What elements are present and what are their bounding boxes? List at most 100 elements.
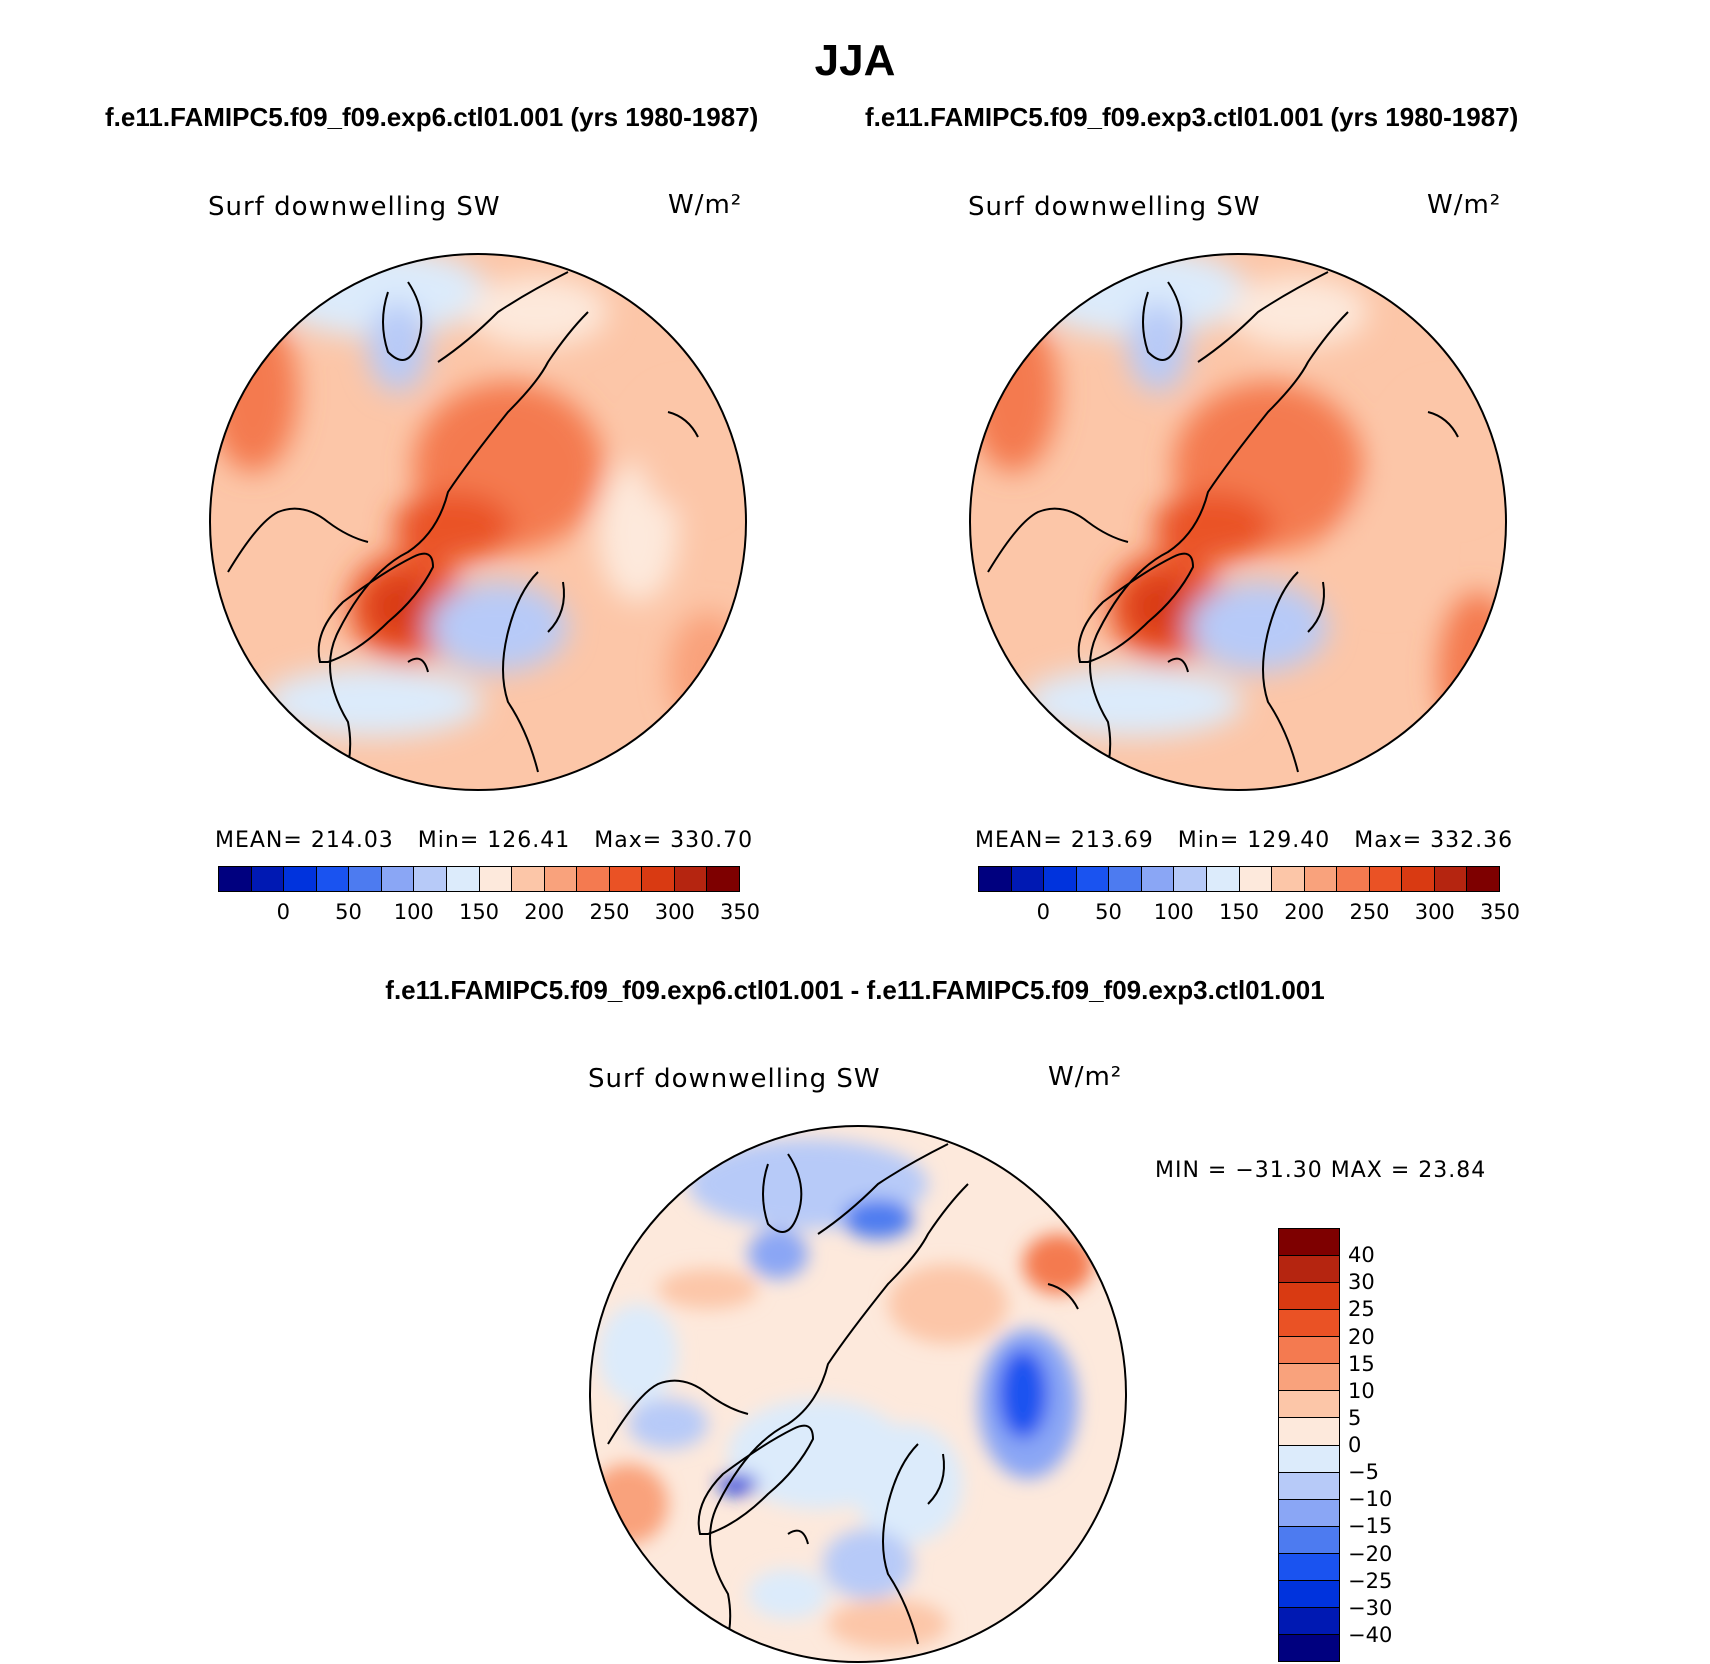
- colorbar-tick-label: 50: [1095, 900, 1122, 924]
- colorbar-swatch: [1279, 1525, 1339, 1553]
- colorbar-tick-label: 100: [1153, 900, 1194, 924]
- left-colorbar-labels: 0 50 100 150 200 250 300 350: [218, 900, 760, 928]
- colorbar-swatch: [380, 867, 414, 891]
- colorbar-swatch: [1238, 867, 1272, 891]
- colorbar-swatch: [1279, 1336, 1339, 1364]
- right-polar-map: [969, 253, 1507, 791]
- colorbar-swatch: [1279, 1309, 1339, 1337]
- colorbar-tick-label: 150: [1218, 900, 1260, 924]
- right-min-value: 129.40: [1247, 828, 1331, 853]
- colorbar-swatch: [673, 867, 707, 891]
- left-case-title: f.e11.FAMIPC5.f09_f09.exp6.ctl01.001 (yr…: [105, 102, 759, 132]
- colorbar-tick-label: 350: [1479, 900, 1521, 924]
- colorbar-swatch: [445, 867, 479, 891]
- left-polar-map: [209, 253, 747, 791]
- colorbar-tick-label: −40: [1348, 1622, 1393, 1647]
- colorbar-swatch: [1279, 1606, 1339, 1634]
- right-min-label: Min=: [1177, 828, 1240, 853]
- colorbar-tick-label: −10: [1348, 1487, 1393, 1512]
- colorbar-swatch: [1279, 1444, 1339, 1472]
- colorbar-tick-label: −5: [1348, 1460, 1379, 1485]
- right-mean-label: MEAN=: [975, 828, 1063, 853]
- colorbar-swatch: [250, 867, 284, 891]
- colorbar-swatch: [1075, 867, 1109, 891]
- colorbar-tick-label: 0: [1036, 900, 1050, 924]
- colorbar-swatch: [283, 867, 316, 891]
- colorbar-swatch: [1368, 867, 1402, 891]
- colorbar-swatch: [1303, 867, 1337, 891]
- colorbar-tick-label: 300: [654, 900, 695, 924]
- right-units-label: W/m²: [1427, 190, 1502, 220]
- right-variable-label: Surf downwelling SW: [968, 192, 1261, 222]
- colorbar-swatch: [1205, 867, 1239, 891]
- colorbar-swatch: [1279, 1552, 1339, 1580]
- colorbar-swatch: [1279, 1579, 1339, 1607]
- colorbar-swatch: [1173, 867, 1206, 891]
- colorbar-swatch: [576, 867, 609, 891]
- colorbar-tick-label: 200: [524, 900, 565, 924]
- colorbar-swatch: [543, 867, 577, 891]
- colorbar-swatch: [1140, 867, 1174, 891]
- colorbar-swatch: [1043, 867, 1076, 891]
- colorbar-swatch: [1466, 867, 1499, 891]
- right-max-value: 332.36: [1430, 828, 1514, 853]
- colorbar-tick-label: −20: [1348, 1541, 1393, 1566]
- difference-title: f.e11.FAMIPC5.f09_f09.exp6.ctl01.001 - f…: [385, 975, 1325, 1005]
- colorbar-tick-label: −15: [1348, 1514, 1393, 1539]
- colorbar-swatch: [219, 867, 251, 891]
- colorbar-tick-label: 250: [589, 900, 630, 924]
- diff-units-label: W/m²: [1048, 1062, 1123, 1092]
- colorbar-tick-label: 200: [1284, 900, 1325, 924]
- left-max-label: Max=: [594, 828, 663, 853]
- colorbar-tick-label: 250: [1349, 900, 1390, 924]
- colorbar-tick-label: 150: [458, 900, 500, 924]
- colorbar-tick-label: 0: [1348, 1433, 1362, 1457]
- left-mean-value: 214.03: [310, 828, 394, 853]
- colorbar-swatch: [1401, 867, 1434, 891]
- left-variable-label: Surf downwelling SW: [208, 192, 501, 222]
- colorbar-tick-label: 30: [1348, 1270, 1375, 1295]
- colorbar-swatch: [1279, 1498, 1339, 1526]
- left-min-value: 126.41: [487, 828, 571, 853]
- colorbar-swatch: [608, 867, 642, 891]
- difference-colorbar: [1278, 1228, 1340, 1662]
- colorbar-swatch: [641, 867, 674, 891]
- figure-title: JJA: [814, 36, 896, 85]
- left-min-label: Min=: [417, 828, 480, 853]
- colorbar-swatch: [413, 867, 446, 891]
- right-case-title: f.e11.FAMIPC5.f09_f09.exp3.ctl01.001 (yr…: [865, 102, 1519, 132]
- right-colorbar: [978, 866, 1500, 892]
- colorbar-swatch: [1279, 1255, 1339, 1283]
- right-stats: MEAN= 213.69 Min= 129.40 Max= 332.36: [975, 828, 1513, 853]
- colorbar-tick-label: 40: [1348, 1243, 1375, 1268]
- difference-colorbar-labels: 40 30 25 20 15 10 5 0 −5 −10 −15 −20 −25 −30 −40: [1348, 1228, 1428, 1660]
- right-mean-value: 213.69: [1070, 828, 1154, 853]
- colorbar-swatch: [478, 867, 512, 891]
- difference-polar-map: [589, 1125, 1127, 1663]
- left-colorbar: [218, 866, 740, 892]
- colorbar-tick-label: 15: [1348, 1351, 1375, 1376]
- left-units-label: W/m²: [668, 190, 743, 220]
- colorbar-swatch: [1108, 867, 1141, 891]
- colorbar-tick-label: 20: [1348, 1324, 1375, 1349]
- colorbar-swatch: [979, 867, 1011, 891]
- colorbar-swatch: [511, 867, 544, 891]
- colorbar-tick-label: 5: [1348, 1405, 1362, 1430]
- colorbar-swatch: [1279, 1633, 1339, 1661]
- colorbar-swatch: [1336, 867, 1369, 891]
- colorbar-swatch: [1279, 1282, 1339, 1310]
- colorbar-swatch: [706, 867, 739, 891]
- colorbar-tick-label: 350: [719, 900, 761, 924]
- colorbar-swatch: [1279, 1471, 1339, 1499]
- colorbar-swatch: [1279, 1229, 1339, 1256]
- colorbar-tick-label: 25: [1348, 1297, 1375, 1322]
- colorbar-tick-label: 0: [276, 900, 290, 924]
- colorbar-swatch: [1279, 1390, 1339, 1418]
- colorbar-swatch: [1271, 867, 1304, 891]
- colorbar-swatch: [315, 867, 349, 891]
- colorbar-swatch: [1433, 867, 1467, 891]
- colorbar-tick-label: 10: [1348, 1378, 1375, 1403]
- colorbar-swatch: [348, 867, 381, 891]
- colorbar-swatch: [1010, 867, 1044, 891]
- colorbar-tick-label: 50: [335, 900, 362, 924]
